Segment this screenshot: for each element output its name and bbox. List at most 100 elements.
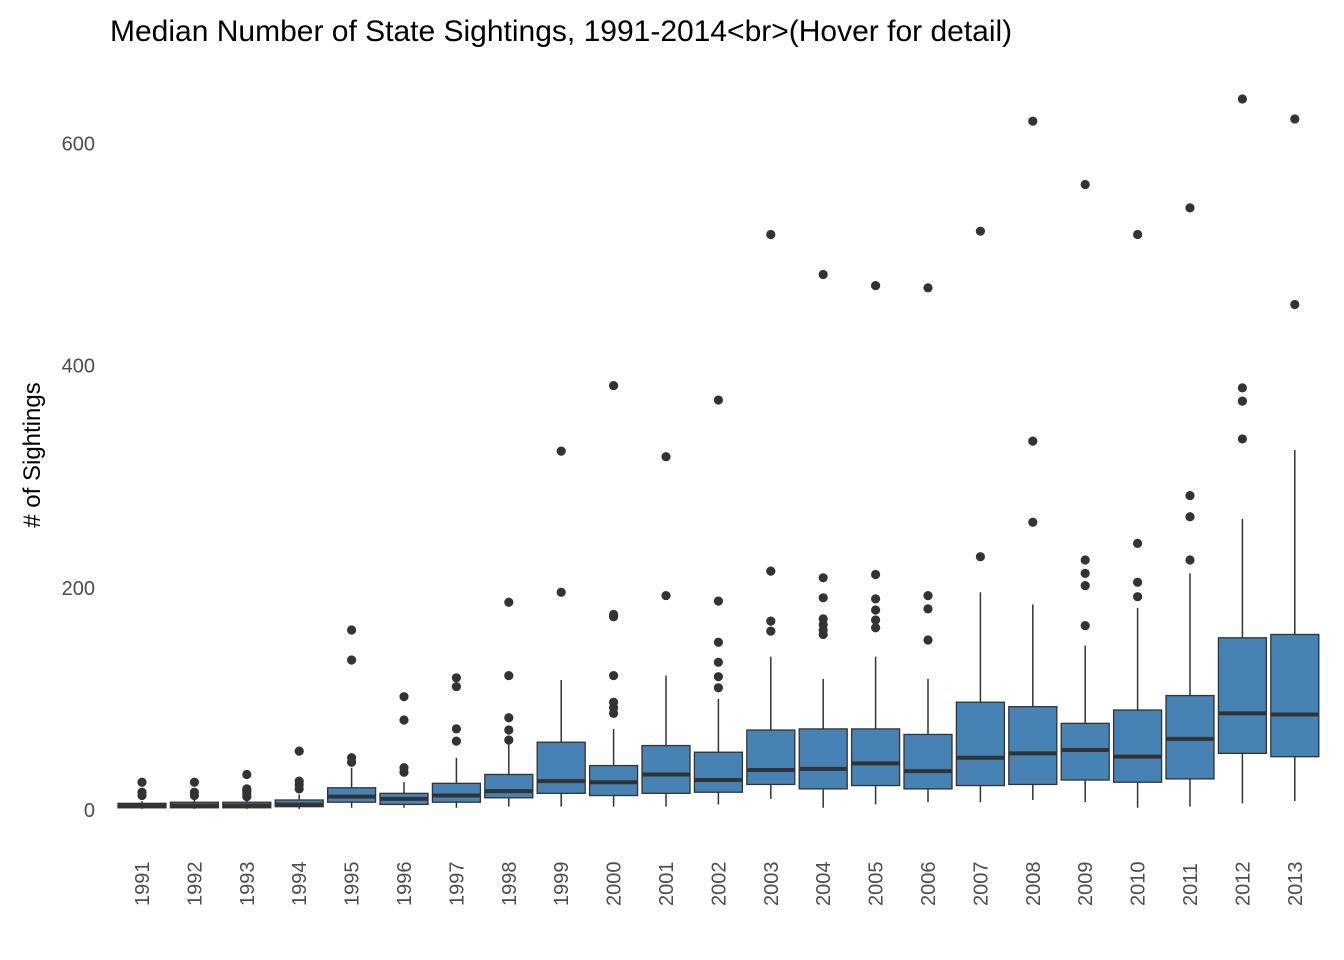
outlier-point[interactable] [504, 597, 514, 607]
box-2004[interactable] [798, 269, 848, 808]
box-2010[interactable] [1112, 229, 1163, 808]
outlier-point[interactable] [1028, 517, 1038, 527]
box-1992[interactable] [169, 777, 220, 809]
outlier-point[interactable] [609, 697, 619, 707]
outlier-point[interactable] [347, 625, 357, 635]
outlier-point[interactable] [609, 380, 619, 391]
box-2011[interactable] [1165, 203, 1215, 807]
box-1996[interactable] [379, 692, 429, 808]
outlier-point[interactable] [189, 777, 199, 787]
box-2002[interactable] [693, 395, 744, 805]
outlier-point[interactable] [1237, 94, 1247, 104]
outlier-point[interactable] [766, 229, 776, 240]
outlier-point[interactable] [1028, 116, 1038, 126]
outlier-point[interactable] [242, 784, 252, 794]
outlier-point[interactable] [975, 226, 986, 236]
outlier-point[interactable] [713, 683, 724, 693]
box-2013[interactable] [1270, 114, 1320, 802]
outlier-point[interactable] [1185, 203, 1195, 213]
outlier-point[interactable] [818, 593, 828, 603]
outlier-point[interactable] [556, 446, 566, 456]
outlier-point[interactable] [766, 616, 776, 626]
outlier-point[interactable] [1080, 580, 1090, 591]
outlier-point[interactable] [1080, 620, 1090, 631]
outlier-point[interactable] [661, 590, 671, 601]
outlier-point[interactable] [1290, 114, 1300, 124]
box-1991[interactable] [117, 777, 167, 809]
outlier-point[interactable] [137, 777, 147, 787]
outlier-point[interactable] [1237, 396, 1247, 406]
outlier-point[interactable] [661, 452, 671, 462]
outlier-point[interactable] [347, 655, 357, 665]
outlier-point[interactable] [1237, 383, 1247, 393]
outlier-point[interactable] [1237, 434, 1247, 444]
box-1997[interactable] [431, 673, 482, 808]
outlier-point[interactable] [1133, 577, 1143, 587]
outlier-point[interactable] [294, 746, 304, 756]
outlier-point[interactable] [242, 769, 252, 780]
outlier-point[interactable] [451, 724, 461, 734]
outlier-point[interactable] [1133, 592, 1143, 602]
outlier-point[interactable] [609, 609, 619, 620]
outlier-point[interactable] [766, 566, 776, 576]
outlier-point[interactable] [713, 657, 724, 667]
outlier-point[interactable] [399, 763, 409, 773]
outlier-point[interactable] [451, 682, 461, 692]
box-2008[interactable] [1008, 116, 1058, 801]
outlier-point[interactable] [1133, 538, 1143, 548]
outlier-point[interactable] [1080, 555, 1090, 565]
outlier-point[interactable] [818, 614, 828, 624]
outlier-point[interactable] [1133, 229, 1143, 240]
outlier-point[interactable] [504, 713, 514, 723]
outlier-point[interactable] [871, 281, 881, 291]
outlier-point[interactable] [975, 552, 986, 562]
outlier-point[interactable] [818, 269, 828, 280]
outlier-point[interactable] [504, 670, 514, 681]
outlier-point[interactable] [923, 604, 933, 614]
outlier-point[interactable] [713, 672, 724, 682]
outlier-point[interactable] [189, 787, 199, 797]
box-2012[interactable] [1217, 94, 1268, 804]
outlier-point[interactable] [399, 692, 409, 702]
outlier-point[interactable] [766, 626, 776, 636]
outlier-point[interactable] [1080, 179, 1090, 190]
box-1998[interactable] [484, 597, 534, 807]
outlier-point[interactable] [451, 673, 461, 683]
outlier-point[interactable] [1185, 555, 1195, 565]
outlier-point[interactable] [504, 725, 514, 735]
outlier-point[interactable] [1185, 512, 1195, 522]
outlier-point[interactable] [137, 787, 147, 797]
outlier-point[interactable] [871, 594, 881, 604]
outlier-point[interactable] [556, 587, 566, 597]
outlier-point[interactable] [399, 715, 409, 725]
outlier-point[interactable] [713, 596, 724, 606]
outlier-point[interactable] [818, 573, 828, 583]
box-1999[interactable] [536, 446, 586, 807]
box-2007[interactable] [955, 226, 1006, 803]
outlier-point[interactable] [871, 605, 881, 615]
outlier-point[interactable] [609, 670, 619, 681]
box-2003[interactable] [746, 229, 796, 799]
outlier-point[interactable] [1185, 490, 1195, 501]
outlier-point[interactable] [1080, 568, 1090, 578]
outlier-point[interactable] [871, 569, 881, 580]
outlier-point[interactable] [1290, 299, 1300, 310]
box-2006[interactable] [903, 283, 953, 803]
outlier-point[interactable] [1028, 436, 1038, 446]
outlier-point[interactable] [504, 735, 514, 745]
box-2005[interactable] [850, 281, 901, 805]
box-1993[interactable] [222, 769, 272, 809]
outlier-point[interactable] [347, 753, 357, 763]
outlier-point[interactable] [923, 590, 933, 601]
outlier-point[interactable] [923, 283, 933, 293]
box-2001[interactable] [641, 452, 691, 807]
outlier-point[interactable] [294, 776, 304, 786]
box-2009[interactable] [1060, 179, 1110, 803]
outlier-point[interactable] [923, 635, 933, 645]
box-1995[interactable] [326, 625, 377, 808]
box-2000[interactable] [588, 380, 639, 807]
outlier-point[interactable] [451, 736, 461, 746]
outlier-point[interactable] [713, 395, 724, 405]
box-1994[interactable] [274, 746, 324, 809]
outlier-point[interactable] [713, 637, 724, 647]
